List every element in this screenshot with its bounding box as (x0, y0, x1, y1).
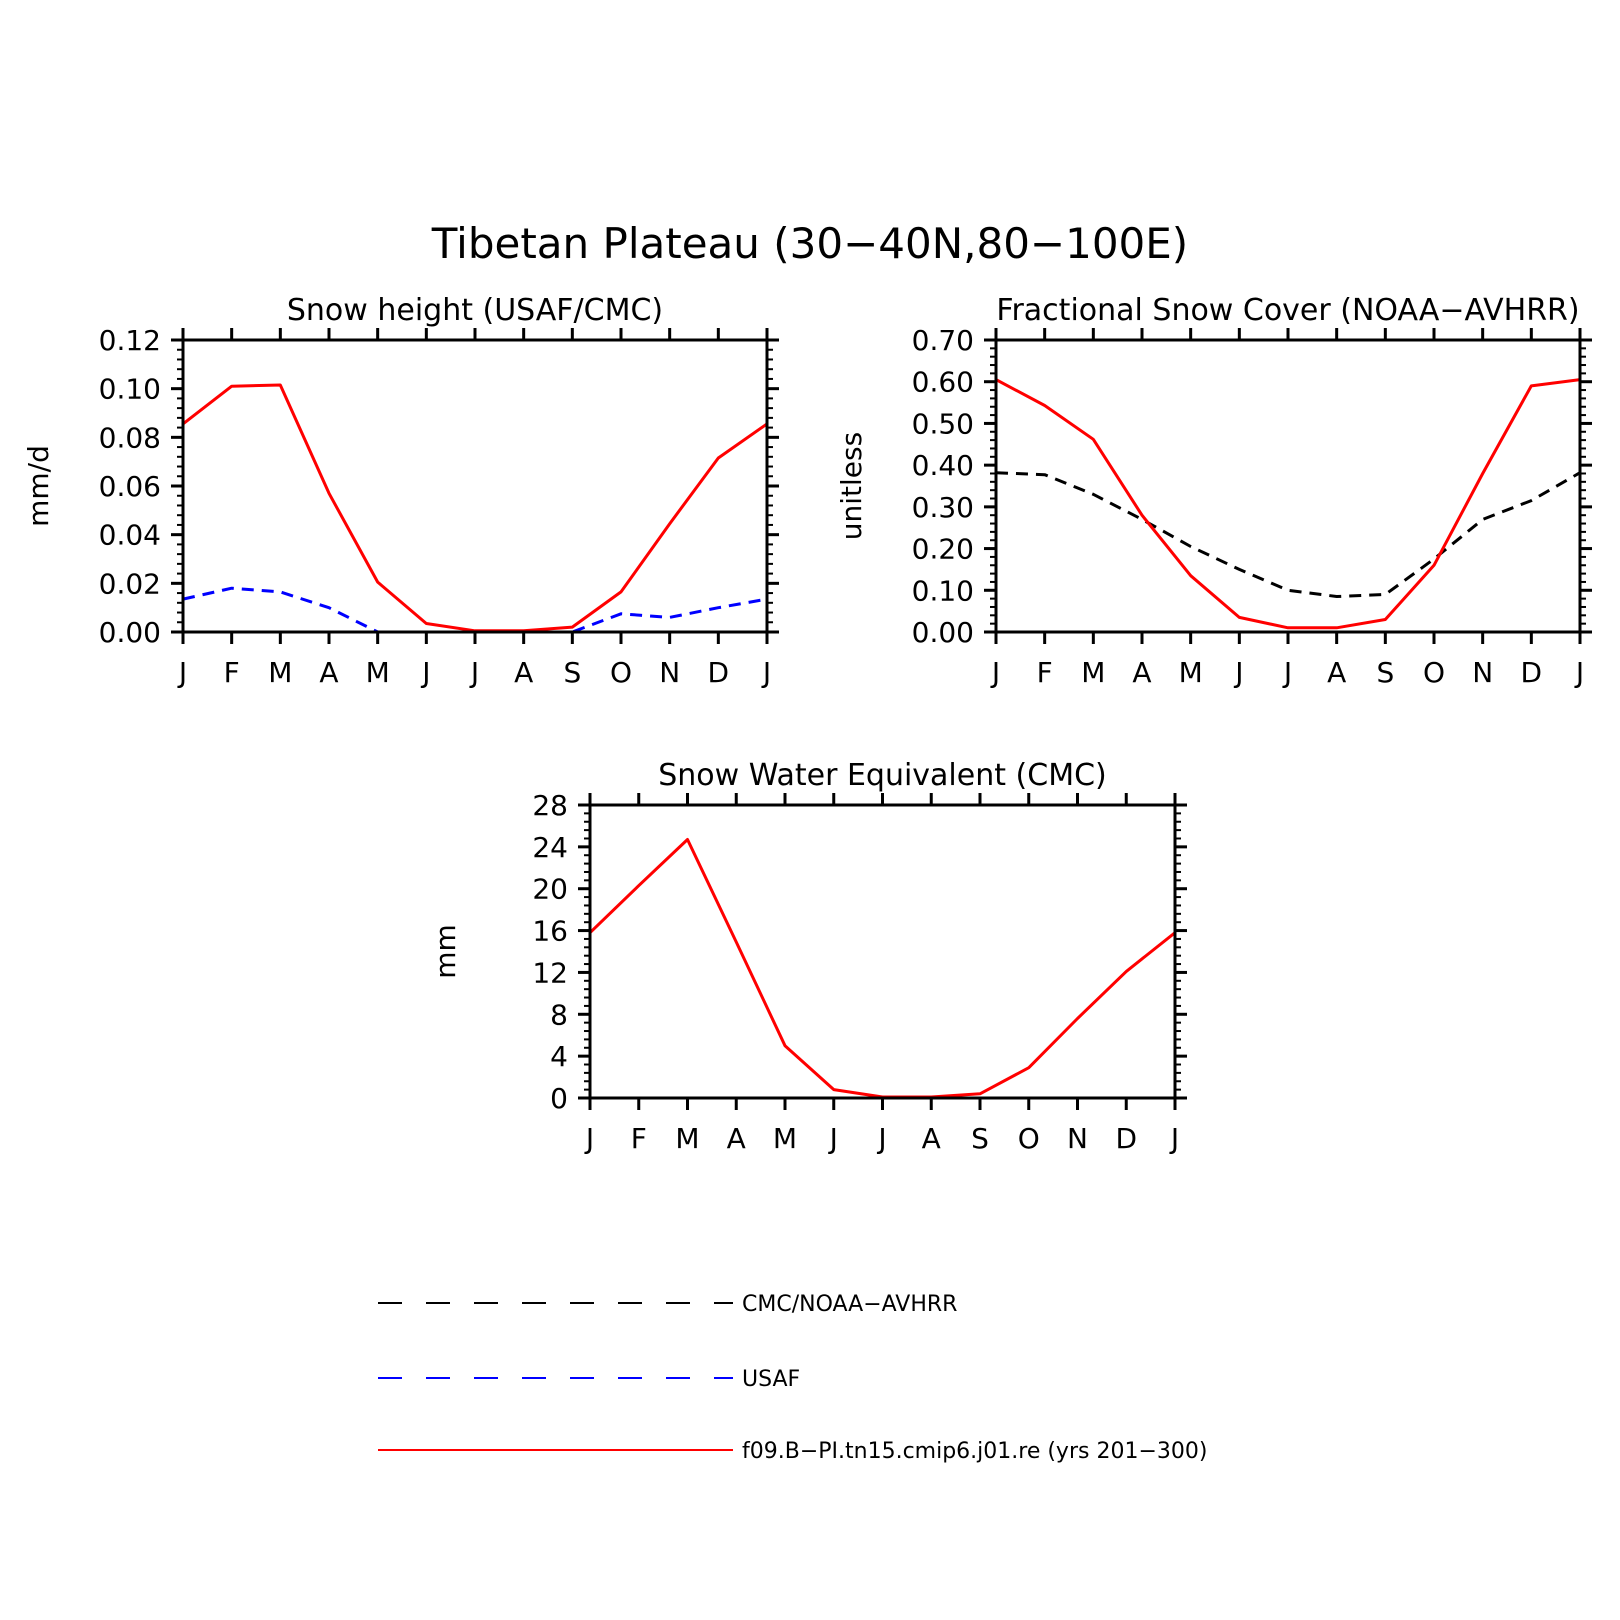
x-tick-label: A (1132, 656, 1151, 689)
y-tick-label: 20 (532, 873, 568, 906)
y-tick-label: 12 (532, 956, 568, 989)
x-tick-label: J (469, 656, 479, 689)
x-tick-label: J (990, 656, 1000, 689)
x-tick-label: M (268, 656, 292, 689)
x-tick-label: D (708, 656, 730, 689)
chart-panels: Snow height (USAF/CMC) mm/d 0.00 0.02 0.04 0.… (22, 293, 1592, 1155)
y-tick-label: 0.10 (99, 373, 161, 406)
x-tick-label: F (631, 1122, 647, 1155)
y-tick-label: 0.08 (99, 421, 161, 454)
x-tick-label: J (420, 656, 430, 689)
figure-title: Tibetan Plateau (30−40N,80−100E) (431, 219, 1188, 268)
y-tick-label: 0.70 (912, 324, 974, 357)
x-tick-label: F (1037, 656, 1053, 689)
x-tick-label: J (876, 1122, 886, 1155)
x-tick-label: J (1282, 656, 1292, 689)
panel-title: Snow height (USAF/CMC) (287, 293, 663, 328)
x-tick-label: M (1081, 656, 1105, 689)
x-tick-label: A (319, 656, 338, 689)
legend-label: USAF (742, 1367, 800, 1392)
panel-title: Fractional Snow Cover (NOAA−AVHRR) (996, 293, 1579, 328)
y-tick-label: 24 (532, 831, 568, 864)
x-tick-label: J (177, 656, 187, 689)
x-tick-label: O (1423, 656, 1445, 689)
x-tick-label: O (610, 656, 632, 689)
panel-1: Snow height (USAF/CMC) mm/d 0.00 0.02 0.04 0.… (22, 293, 779, 689)
series-line-f09-b-pi-tn15-cmip6-j01-re-yrs-201-300- (995, 378, 1581, 630)
y-tick-label: 0.12 (99, 324, 161, 357)
x-tick-label: N (1067, 1122, 1088, 1155)
x-tick-label: A (922, 1122, 941, 1155)
y-tick-label: 0.30 (912, 491, 974, 524)
x-tick-label: J (1574, 656, 1584, 689)
y-tick-label: 8 (550, 998, 568, 1031)
x-tick-label: M (773, 1122, 797, 1155)
y-tick-label: 28 (532, 789, 568, 822)
x-tick-label: J (1233, 656, 1243, 689)
x-tick-label: N (1472, 656, 1493, 689)
y-tick-label: 0.50 (912, 407, 974, 440)
x-tick-label: S (1376, 656, 1394, 689)
y-axis-label: mm/d (22, 445, 55, 527)
y-tick-label: 0 (550, 1082, 568, 1115)
y-tick-label: 0.00 (912, 616, 974, 649)
x-tick-label: M (366, 656, 390, 689)
x-tick-label: M (1179, 656, 1203, 689)
y-tick-label: 16 (532, 915, 568, 948)
legend: CMC/NOAA−AVHRR USAF f09.B−PI.tn15.cmip6.j0… (378, 1292, 1207, 1464)
y-axis-label: mm (429, 924, 462, 979)
x-tick-label: M (675, 1122, 699, 1155)
y-tick-label: 0.00 (99, 616, 161, 649)
x-tick-label: J (1169, 1122, 1179, 1155)
x-tick-label: D (1521, 656, 1543, 689)
series-line-cmc-noaa-avhrr (995, 471, 1581, 598)
x-tick-label: S (563, 656, 581, 689)
panel-3: Snow Water Equivalent (CMC) mm 0 4 8 12 16 20 24… (429, 758, 1187, 1155)
y-tick-label: 0.40 (912, 449, 974, 482)
y-tick-label: 4 (550, 1040, 568, 1073)
x-tick-label: J (828, 1122, 838, 1155)
series-line-f09-b-pi-tn15-cmip6-j01-re-yrs-201-300- (588, 838, 1176, 1099)
legend-label: f09.B−PI.tn15.cmip6.j01.re (yrs 201−300) (742, 1439, 1207, 1464)
x-tick-label: F (224, 656, 240, 689)
panel-title: Snow Water Equivalent (CMC) (658, 758, 1106, 793)
x-tick-label: J (584, 1122, 594, 1155)
legend-label: CMC/NOAA−AVHRR (742, 1292, 957, 1317)
y-tick-label: 0.02 (99, 567, 161, 600)
y-tick-label: 0.04 (99, 519, 161, 552)
series-line-usaf (182, 586, 768, 634)
x-tick-label: J (761, 656, 771, 689)
y-axis-label: unitless (835, 432, 868, 540)
y-tick-label: 0.60 (912, 366, 974, 399)
x-tick-label: S (971, 1122, 989, 1155)
panel-2: Fractional Snow Cover (NOAA−AVHRR) unitle… (835, 293, 1592, 689)
x-tick-label: A (727, 1122, 746, 1155)
plot-frame (994, 338, 1582, 634)
y-tick-label: 0.06 (99, 470, 161, 503)
x-tick-label: N (659, 656, 680, 689)
x-tick-label: A (1327, 656, 1346, 689)
series-line-f09-b-pi-tn15-cmip6-j01-re-yrs-201-300- (182, 383, 768, 633)
x-tick-label: A (514, 656, 533, 689)
x-tick-label: O (1018, 1122, 1040, 1155)
y-tick-label: 0.20 (912, 533, 974, 566)
x-tick-label: D (1115, 1122, 1137, 1155)
y-tick-label: 0.10 (912, 574, 974, 607)
